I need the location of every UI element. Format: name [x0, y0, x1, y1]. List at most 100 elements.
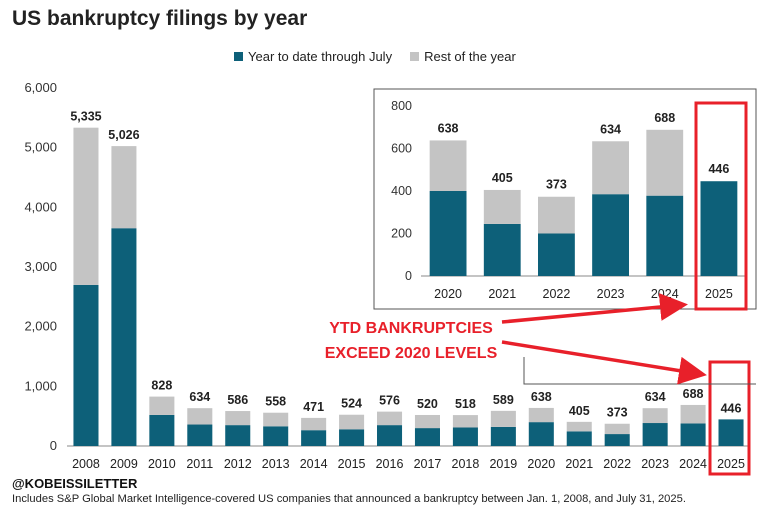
main-total-label: 405: [569, 404, 590, 418]
inset-bar-rest: [429, 140, 467, 191]
main-bar-ytd: [263, 426, 289, 446]
inset-chart: 0 200 400 600 800 638 2020 405 2021 373 2022 634 202…: [373, 88, 757, 310]
main-bar-rest: [339, 414, 365, 430]
main-bar-rest: [642, 408, 668, 424]
main-total-label: 586: [227, 393, 248, 407]
main-category-label: 2010: [148, 457, 176, 471]
main-bar-rest: [452, 415, 478, 428]
main-category-label: 2015: [338, 457, 366, 471]
main-category-label: 2008: [72, 457, 100, 471]
main-bar-ytd: [339, 429, 365, 446]
main-ytick-label: 5,000: [24, 140, 57, 155]
main-chart: 01,0002,0003,0004,0005,0006,0005,3352008…: [24, 80, 750, 471]
inset-total-label: 638: [438, 121, 459, 135]
inset-category-label: 2022: [543, 287, 571, 301]
inset-total-label: 373: [546, 178, 567, 192]
main-bar-rest: [301, 417, 327, 431]
main-bar-ytd: [452, 427, 478, 446]
main-total-label: 5,335: [70, 110, 101, 124]
source-handle: @KOBEISSILETTER: [12, 476, 138, 491]
main-bar-ytd: [414, 428, 440, 446]
annotations: YTD BANKRUPTCIES EXCEED 2020 LEVELS: [325, 101, 756, 476]
inset-bar-ytd: [592, 194, 629, 276]
main-bar-ytd: [111, 228, 137, 446]
legend: Year to date through July Rest of the ye…: [234, 49, 534, 64]
main-bar-ytd: [642, 423, 668, 446]
main-total-label: 634: [189, 390, 210, 404]
main-bar-ytd: [566, 431, 592, 446]
inset-bar-ytd: [483, 223, 521, 276]
inset-total-label: 405: [492, 171, 513, 185]
main-category-label: 2020: [527, 457, 555, 471]
inset-bar-rest: [592, 141, 629, 195]
main-bar-rest: [263, 412, 289, 427]
legend-swatch-ytd: [234, 52, 243, 61]
inset-category-label: 2025: [705, 287, 733, 301]
main-bar-rest: [604, 423, 630, 435]
inset-ytick-label: 200: [391, 227, 412, 241]
main-category-label: 2017: [414, 457, 442, 471]
main-ytick-label: 3,000: [24, 259, 57, 274]
main-category-label: 2014: [300, 457, 328, 471]
inset-ytick-label: 400: [391, 184, 412, 198]
main-bar-rest: [680, 404, 706, 424]
main-bar-ytd: [604, 434, 630, 446]
main-category-label: 2019: [489, 457, 517, 471]
inset-category-label: 2023: [597, 287, 625, 301]
legend-item-ytd: Year to date through July: [234, 49, 392, 64]
inset-bar-rest: [538, 196, 575, 234]
main-ytick-label: 1,000: [24, 378, 57, 393]
arrow-to-main: [501, 340, 707, 385]
main-category-label: 2013: [262, 457, 290, 471]
footnote: Includes S&P Global Market Intelligence-…: [12, 493, 686, 505]
main-ytick-label: 6,000: [24, 80, 57, 95]
main-bar-rest: [377, 411, 403, 426]
main-ytick-label: 4,000: [24, 199, 57, 214]
legend-item-rest: Rest of the year: [410, 49, 516, 64]
main-total-label: 520: [417, 397, 438, 411]
highlight-box-inset-2025: [694, 101, 748, 311]
main-total-label: 828: [151, 379, 172, 393]
main-ytick-label: 2,000: [24, 319, 57, 334]
inset-bar-ytd: [646, 195, 684, 276]
main-total-label: 688: [683, 387, 704, 401]
inset-ytick-label: 0: [405, 269, 412, 283]
main-bar-ytd: [73, 284, 99, 446]
main-category-label: 2011: [186, 457, 213, 471]
legend-label-rest: Rest of the year: [424, 49, 516, 64]
inset-category-label: 2020: [434, 287, 462, 301]
main-total-label: 446: [721, 401, 742, 415]
inset-category-label: 2021: [488, 287, 516, 301]
main-total-label: 524: [341, 397, 362, 411]
main-total-label: 638: [531, 390, 552, 404]
main-bar-rest: [414, 414, 440, 429]
main-total-label: 373: [607, 406, 628, 420]
annotation-line-2: EXCEED 2020 LEVELS: [325, 345, 498, 362]
main-bar-ytd: [680, 423, 706, 446]
main-total-label: 5,026: [108, 128, 139, 142]
main-category-label: 2023: [641, 457, 669, 471]
legend-swatch-rest: [410, 52, 420, 61]
main-category-label: 2012: [224, 457, 252, 471]
main-ytick-label: 0: [50, 438, 57, 453]
main-category-label: 2021: [565, 457, 593, 471]
main-total-label: 589: [493, 393, 514, 407]
inset-category-label: 2024: [651, 287, 679, 301]
main-bar-ytd: [149, 414, 175, 446]
main-bar-rest: [111, 146, 137, 229]
main-bar-rest: [149, 396, 175, 415]
main-category-label: 2022: [603, 457, 631, 471]
main-bar-ytd: [490, 426, 516, 446]
inset-bar-ytd: [700, 181, 738, 276]
main-bar-ytd: [718, 419, 744, 446]
inset-total-label: 446: [708, 162, 729, 176]
main-bar-rest: [528, 407, 554, 423]
inset-bar-ytd: [429, 191, 467, 276]
main-total-label: 518: [455, 397, 476, 411]
main-category-label: 2025: [717, 457, 745, 471]
main-bar-ytd: [301, 430, 327, 446]
main-bar-ytd: [528, 422, 554, 446]
main-bar-ytd: [377, 425, 403, 446]
main-total-label: 471: [303, 400, 324, 414]
